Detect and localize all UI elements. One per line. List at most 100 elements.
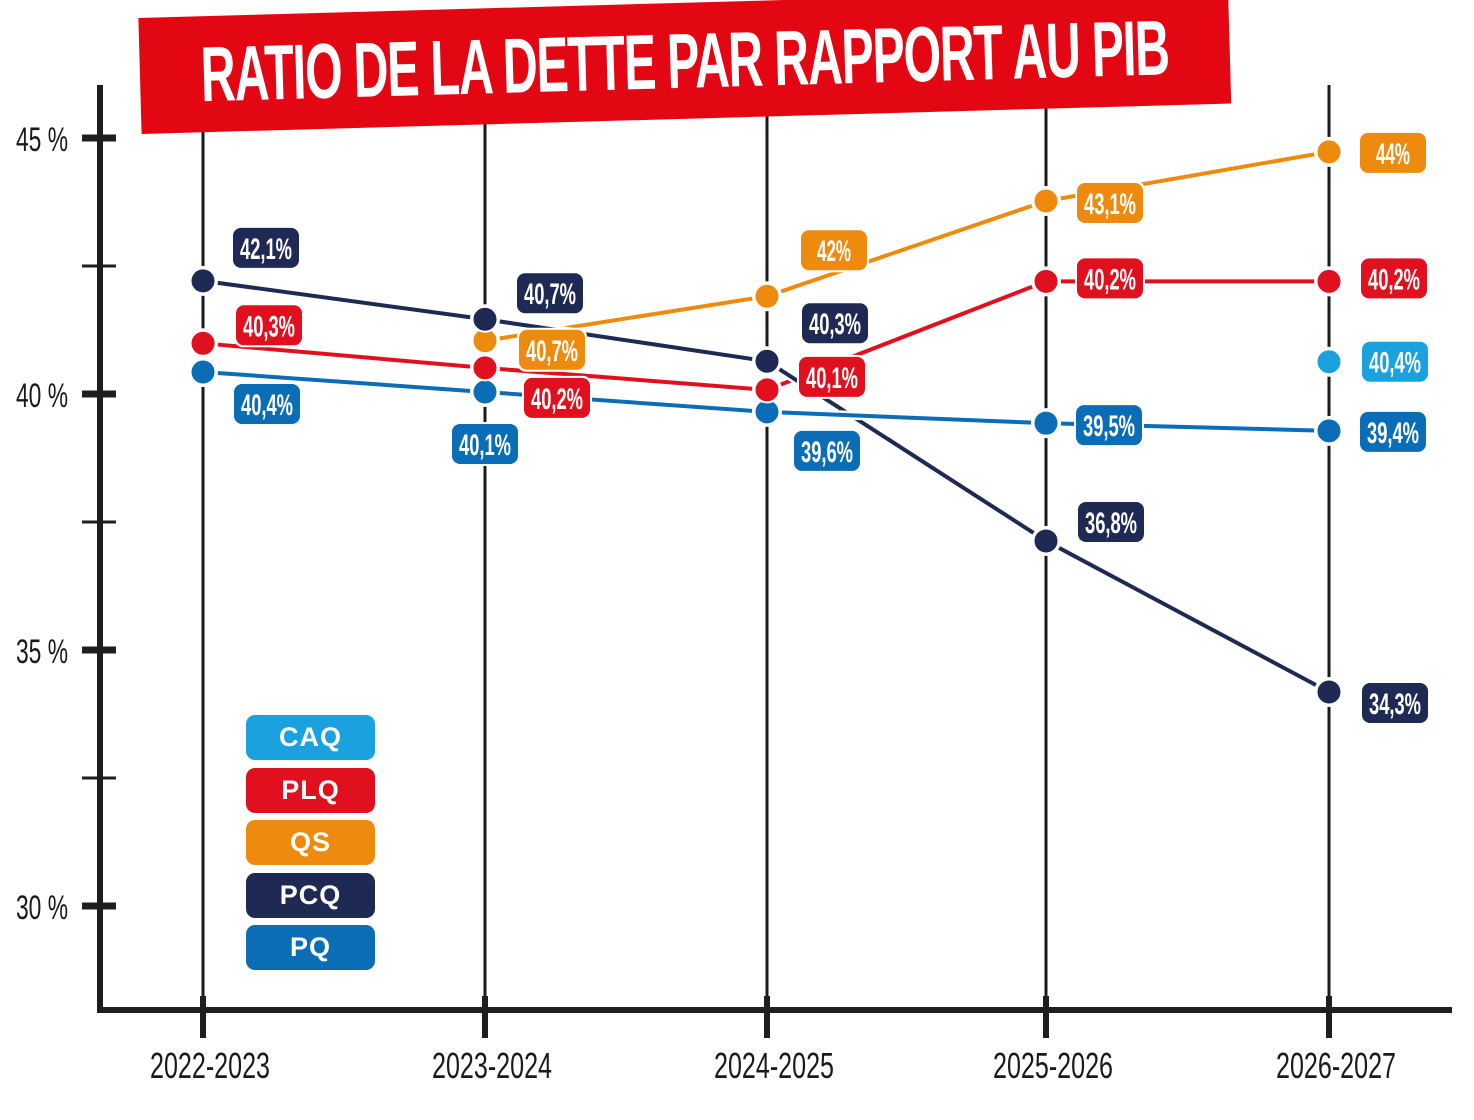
data-point-pcq-2026-2027 [1315, 678, 1343, 706]
data-label-text: 40,7% [526, 335, 578, 368]
data-label-pq-2025-2026: 39,5% [1074, 403, 1144, 448]
legend-item-pq: PQ [246, 925, 375, 970]
series-line-pcq [202, 278, 486, 322]
data-point-plq-2024-2025 [753, 376, 781, 404]
data-label-plq-2025-2026: 40,2% [1075, 256, 1145, 301]
data-label-qs-2024-2025: 42% [799, 228, 869, 273]
data-label-text: 42,1% [240, 233, 292, 266]
data-label-badge [233, 227, 299, 268]
data-label-badge [801, 230, 867, 271]
series-line-pq [766, 409, 1047, 426]
data-label-text: 34,3% [1369, 688, 1421, 721]
data-label-badge [1077, 258, 1143, 299]
data-label-caq-2026-2027: 40,4% [1360, 339, 1430, 384]
data-point-pq-2025-2026 [1032, 409, 1060, 437]
data-label-text: 40,4% [241, 389, 293, 422]
data-label-pq-2026-2027: 39,4% [1358, 409, 1428, 454]
data-label-badge [802, 303, 868, 344]
data-label-plq-2023-2024: 40,2% [522, 375, 592, 420]
x-tick-label: 2025-2026 [993, 1045, 1113, 1086]
data-label-text: 43,1% [1084, 188, 1136, 221]
series-line-pcq [1045, 539, 1330, 694]
data-label-text: 36,8% [1085, 507, 1137, 540]
y-tick-label: 30 % [16, 889, 68, 927]
data-label-text: 39,5% [1083, 410, 1135, 443]
data-point-pq-2022-2023 [189, 358, 217, 386]
data-label-pq-2022-2023: 40,4% [232, 381, 302, 426]
data-label-text: 39,4% [1367, 417, 1419, 450]
x-tick-label: 2023-2024 [432, 1045, 552, 1086]
data-label-pcq-2025-2026: 36,8% [1076, 499, 1146, 544]
legend-item-caq: CAQ [246, 715, 375, 760]
data-label-badge [1360, 132, 1426, 173]
legend-label: CAQ [279, 722, 342, 752]
data-label-qs-2026-2027: 44% [1358, 130, 1428, 175]
data-label-text: 40,2% [1084, 263, 1136, 296]
legend-label: PCQ [279, 879, 342, 910]
data-label-badge [236, 305, 302, 346]
data-label-badge [794, 430, 860, 471]
legend-label: PLQ [281, 774, 340, 805]
data-label-badge [1362, 341, 1428, 382]
data-label-pq-2024-2025: 39,6% [792, 428, 862, 473]
data-label-badge [517, 273, 583, 314]
data-label-qs-2025-2026: 43,1% [1075, 180, 1145, 225]
data-label-pcq-2026-2027: 34,3% [1360, 680, 1430, 725]
data-label-badge [1077, 182, 1143, 223]
data-label-text: 44% [1376, 138, 1410, 171]
data-point-pq-2023-2024 [471, 378, 499, 406]
data-label-pq-2023-2024: 40,1% [450, 421, 520, 466]
data-point-plq-2026-2027 [1315, 267, 1343, 295]
y-tick-label: 45 % [16, 121, 68, 159]
data-label-badge [1360, 411, 1426, 452]
data-point-plq-2022-2023 [189, 329, 217, 357]
legend-label: PQ [289, 932, 331, 962]
data-label-plq-2022-2023: 40,3% [234, 303, 304, 348]
data-label-plq-2026-2027: 40,2% [1359, 256, 1429, 301]
data-label-text: 39,6% [801, 436, 853, 469]
data-label-text: 40,2% [1368, 263, 1420, 296]
data-label-badge [1362, 682, 1428, 723]
vertical-gridlines [201, 85, 1331, 1010]
x-tick-label: 2022-2023 [150, 1045, 270, 1086]
axes: 30 % 35 % 40 % 45 % 2022-2023 2023-2024 2024-2… [16, 85, 1452, 1086]
y-tick-label: 40 % [16, 377, 68, 415]
data-label-text: 40,1% [806, 362, 858, 395]
data-label-text: 40,2% [531, 383, 583, 416]
data-label-badge [1078, 501, 1144, 542]
data-point-qs-2024-2025 [753, 282, 781, 310]
y-tick-label: 35 % [16, 633, 68, 671]
data-label-text: 40,3% [243, 310, 295, 343]
data-label-text: 42% [817, 235, 851, 268]
legend-item-plq: PLQ [246, 767, 375, 813]
data-label-badge [1076, 405, 1142, 446]
data-point-pcq-2022-2023 [189, 267, 217, 295]
legend-item-qs: QS [246, 820, 375, 865]
data-label-text: 40,3% [809, 308, 861, 341]
data-label-pcq-2024-2025: 40,3% [800, 301, 870, 346]
chart-title: RATIO DE LA DETTE PAR RAPPORT AU PIB [199, 3, 1170, 119]
data-label-qs-2023-2024: 40,7% [517, 327, 587, 372]
series-points [188, 136, 1344, 707]
legend: CAQ PLQ QS PCQ PQ [246, 715, 375, 978]
data-point-plq-2023-2024 [471, 354, 499, 382]
data-label-pcq-2023-2024: 40,7% [515, 271, 585, 316]
data-label-badge [524, 377, 590, 418]
data-point-pq-2026-2027 [1315, 417, 1343, 445]
data-point-pcq-2023-2024 [471, 305, 499, 333]
data-point-qs-2026-2027 [1315, 138, 1343, 166]
data-point-caq-2026-2027 [1315, 348, 1343, 376]
data-label-text: 40,1% [459, 429, 511, 462]
data-label-pcq-2022-2023: 42,1% [231, 225, 301, 270]
series-line-plq [202, 341, 486, 370]
data-labels: 40,4% 40,3% 40,2% 40,1% 40,2% 40,2% 40,7% 42% 43… [231, 130, 1430, 725]
data-label-text: 40,4% [1369, 347, 1421, 380]
data-point-pcq-2025-2026 [1032, 527, 1060, 555]
data-label-badge [234, 383, 300, 424]
x-tick-label: 2026-2027 [1276, 1045, 1396, 1086]
series-line-pcq [484, 317, 768, 364]
x-tick-label: 2024-2025 [714, 1045, 834, 1086]
data-point-pcq-2024-2025 [753, 347, 781, 375]
data-label-badge [1361, 258, 1427, 299]
